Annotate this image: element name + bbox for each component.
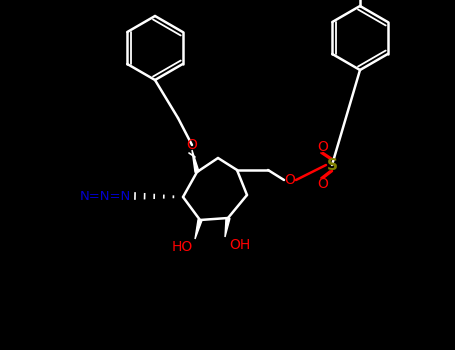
- Text: HO: HO: [172, 240, 192, 254]
- Text: OH: OH: [229, 238, 251, 252]
- Text: O: O: [318, 177, 329, 191]
- Text: N=N=N: N=N=N: [79, 189, 131, 203]
- Text: O: O: [284, 173, 295, 187]
- Text: O: O: [187, 138, 197, 152]
- Text: S: S: [327, 158, 338, 173]
- Text: O: O: [318, 140, 329, 154]
- Polygon shape: [195, 219, 202, 239]
- Polygon shape: [192, 150, 199, 173]
- Polygon shape: [225, 218, 230, 237]
